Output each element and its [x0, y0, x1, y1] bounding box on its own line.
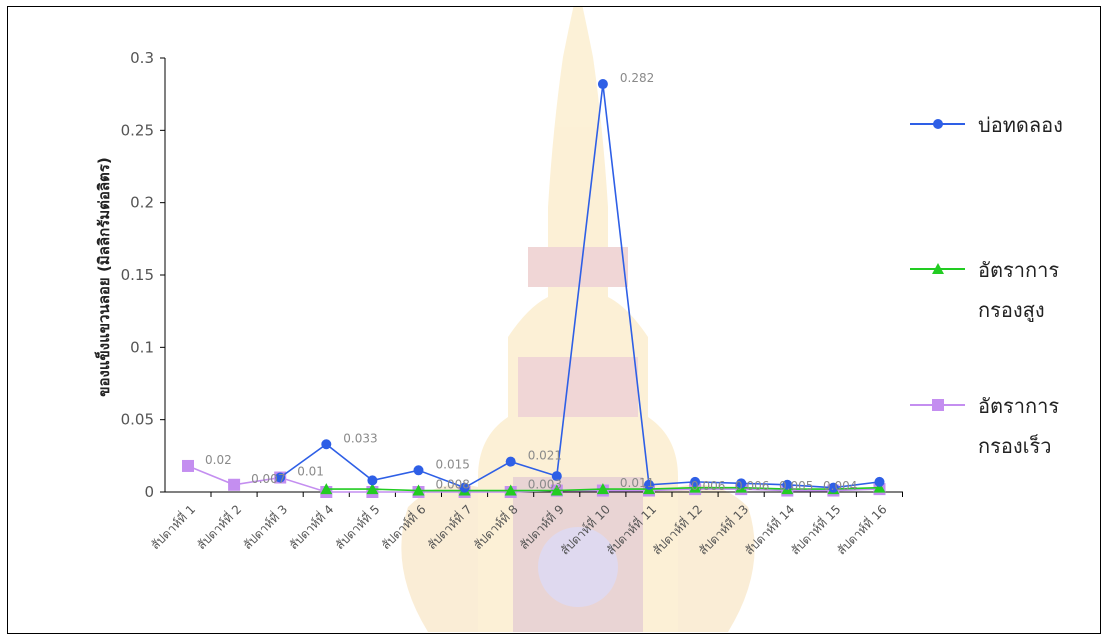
legend-item-1: บ่อทดลอง: [910, 113, 1063, 137]
data-point-marker: [367, 475, 378, 486]
x-tick-label: สัปดาห์ที่ 3: [239, 501, 290, 552]
x-tick-label: สัปดาห์ที่ 5: [331, 501, 382, 552]
line-chart: 00.050.10.150.20.250.3 สัปดาห์ที่ 1สัปดา…: [94, 49, 1063, 558]
y-axis: 0 0.05 0.1 0.15 0.2 0.25 0.3: [121, 49, 166, 501]
data-point-marker: [550, 484, 563, 496]
y-tick-label: 0.2: [130, 194, 154, 212]
data-label: 0.003: [528, 478, 562, 492]
data-point-marker: [828, 482, 839, 493]
x-tick-label: สัปดาห์ที่ 2: [193, 501, 244, 552]
data-point-marker: [873, 481, 886, 493]
y-tick-label: 0.25: [121, 121, 154, 139]
data-point-marker: [933, 119, 943, 129]
y-tick-label: 0.3: [130, 49, 154, 67]
x-axis: สัปดาห์ที่ 1สัปดาห์ที่ 2สัปดาห์ที่ 3สัปด…: [147, 491, 903, 558]
data-point-marker: [932, 263, 944, 274]
data-point-marker: [551, 471, 562, 482]
y-axis-label: ของแข็งแขวนลอย (มิลลิกรัมต่อลิตร): [94, 157, 113, 396]
series-line: [279, 83, 880, 489]
data-point-marker: [782, 479, 793, 490]
data-label: 0.005: [779, 479, 813, 493]
data-label: 0.015: [436, 457, 470, 471]
legend-label: กรองเร็ว: [978, 433, 1051, 458]
data-label: 0.01: [297, 465, 324, 479]
y-tick-label: 0.15: [121, 266, 154, 284]
data-label: 0.033: [343, 431, 377, 445]
data-point-marker: [182, 459, 194, 472]
legend-label: กรองสูง: [978, 298, 1045, 323]
data-point-marker: [596, 483, 609, 495]
legend-label: บ่อทดลอง: [978, 113, 1063, 137]
series-1: [275, 79, 885, 493]
data-point-marker: [320, 483, 333, 495]
watermark-emblem: [401, 7, 755, 632]
data-point-marker: [413, 465, 424, 476]
x-tick-label: สัปดาห์ที่ 9: [515, 501, 566, 552]
x-tick-label: สัปดาห์ที่ 8: [469, 501, 520, 552]
data-point-marker: [644, 479, 654, 490]
data-point-marker: [228, 478, 241, 491]
data-label: 0.008: [436, 478, 470, 492]
data-point-marker: [874, 476, 885, 487]
data-label: 0.02: [205, 453, 232, 467]
y-tick-label: 0.05: [121, 411, 154, 429]
data-point-marker: [412, 484, 425, 496]
legend-label: อัตราการ: [978, 394, 1059, 418]
data-point-marker: [459, 482, 470, 493]
x-tick-label: สัปดาห์ที่ 7: [423, 501, 474, 552]
chart-frame: 0 0.05 0.1 0.15 0.2 0.25 0.3 สัปดาห์ที่ 1 สัปดา…: [7, 6, 1101, 634]
data-point-marker: [932, 399, 944, 411]
data-label: 0.007: [251, 472, 285, 486]
data-point-marker: [366, 483, 379, 495]
data-point-marker: [275, 472, 286, 483]
x-tick-label: สัปดาห์ที่ 4: [285, 501, 336, 552]
data-point-marker: [689, 481, 702, 493]
legend-label: อัตราการ: [978, 258, 1059, 282]
data-label: 0.006: [691, 479, 725, 493]
data-point-marker: [736, 478, 747, 489]
data-point-marker: [505, 456, 516, 467]
series-layer: [182, 79, 886, 498]
data-label: 0.004: [823, 479, 857, 493]
data-point-marker: [690, 476, 701, 487]
x-tick-label: สัปดาห์ที่ 6: [377, 501, 428, 552]
y-tick-label: 0.1: [130, 338, 154, 356]
data-label: 0.011: [620, 476, 654, 490]
data-labels: 0.02 0.007 0.008 0.003 0.011 0.01 0.033 0.015 0.…: [205, 71, 857, 493]
data-point-marker: [597, 79, 608, 90]
data-label: 0.021: [528, 449, 562, 463]
data-point-marker: [504, 484, 517, 496]
data-label: 0.282: [620, 71, 654, 85]
x-tick-label: สัปดาห์ที่ 1: [147, 501, 198, 552]
data-label: 0.006: [735, 479, 769, 493]
y-tick-label: 0: [144, 483, 154, 501]
x-tick-label: สัปดาห์ที่ 16: [833, 501, 890, 558]
data-point-marker: [321, 439, 332, 450]
